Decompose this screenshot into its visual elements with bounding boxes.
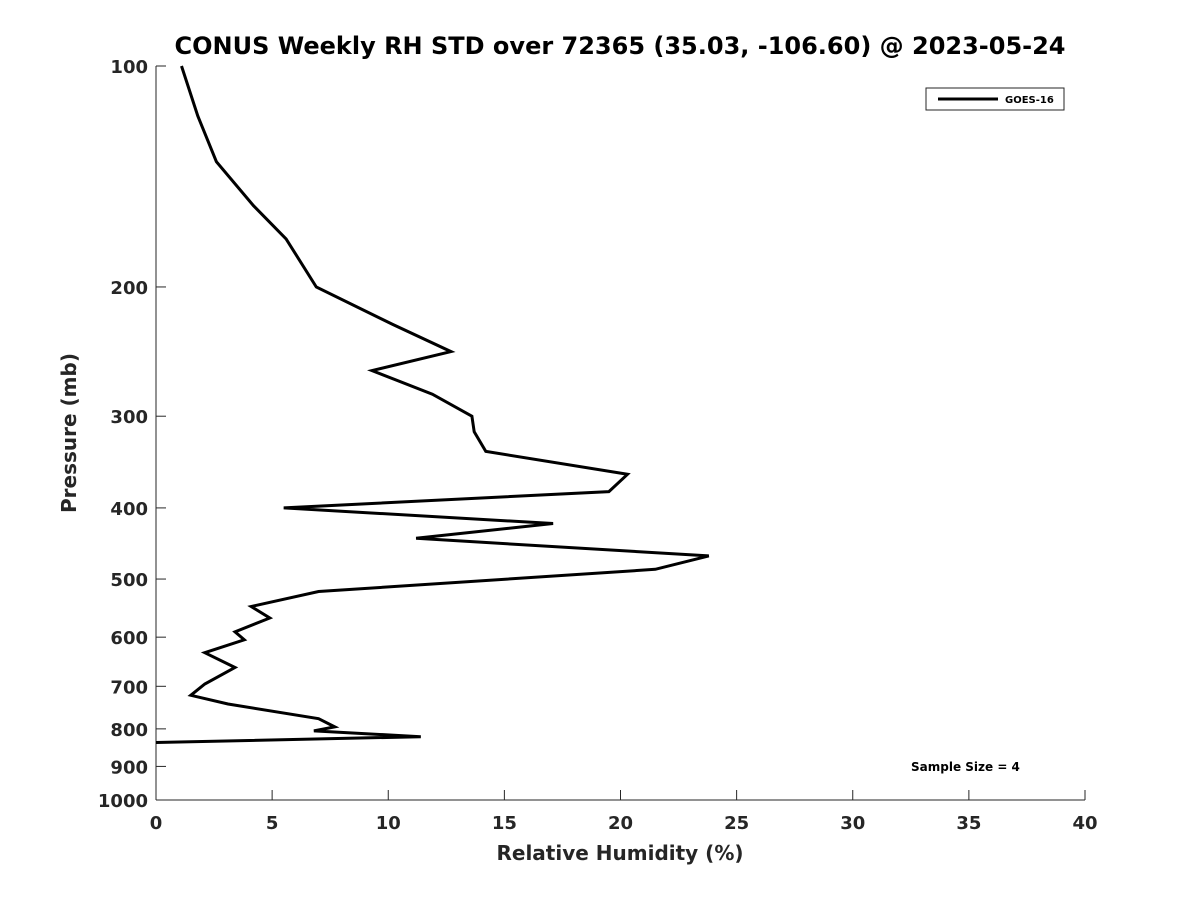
series-line-goes-16	[155, 65, 710, 744]
y-tick-label: 700	[110, 677, 148, 698]
x-tick-label: 35	[956, 813, 981, 834]
x-tick-label: 20	[608, 813, 633, 834]
y-tick-label: 1000	[98, 791, 148, 812]
y-ticks: 100 200 300 400 500 600 700 800 900 1000	[98, 57, 166, 812]
chart-title: CONUS Weekly RH STD over 72365 (35.03, -…	[174, 32, 1065, 60]
x-tick-label: 10	[376, 813, 401, 834]
x-tick-label: 30	[840, 813, 865, 834]
y-tick-label: 300	[110, 407, 148, 428]
x-axis-label: Relative Humidity (%)	[496, 841, 743, 865]
y-tick-label: 400	[110, 499, 148, 520]
y-tick-label: 100	[110, 57, 148, 78]
y-axis-label: Pressure (mb)	[57, 353, 81, 513]
y-tick-label: 500	[110, 570, 148, 591]
y-tick-label: 800	[110, 720, 148, 741]
y-tick-label: 900	[110, 757, 148, 778]
y-tick-label: 200	[110, 278, 148, 299]
legend-label-goes-16: GOES-16	[1005, 95, 1054, 106]
x-tick-label: 5	[266, 813, 279, 834]
x-tick-label: 15	[492, 813, 517, 834]
sample-size-annotation: Sample Size = 4	[911, 760, 1020, 774]
legend: GOES-16	[925, 87, 1065, 111]
x-tick-label: 40	[1072, 813, 1097, 834]
y-tick-label: 600	[110, 628, 148, 649]
x-tick-label: 25	[724, 813, 749, 834]
series-layer	[155, 65, 710, 744]
x-tick-label: 0	[150, 813, 163, 834]
plot-area: 0 5 10 15 20 25 30 35 40 100 200 300 400 500 600 700 80…	[98, 57, 1098, 834]
x-ticks: 0 5 10 15 20 25 30 35 40	[150, 790, 1098, 834]
